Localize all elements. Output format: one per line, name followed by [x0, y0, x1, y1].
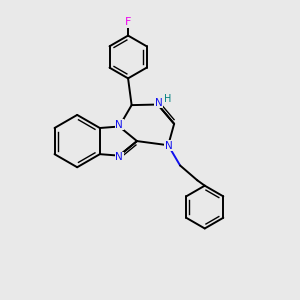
Text: N: N: [165, 140, 173, 151]
Text: H: H: [164, 94, 171, 104]
Text: N: N: [115, 120, 123, 130]
Text: F: F: [125, 17, 131, 27]
Text: N: N: [115, 152, 123, 162]
Text: N: N: [154, 98, 162, 108]
